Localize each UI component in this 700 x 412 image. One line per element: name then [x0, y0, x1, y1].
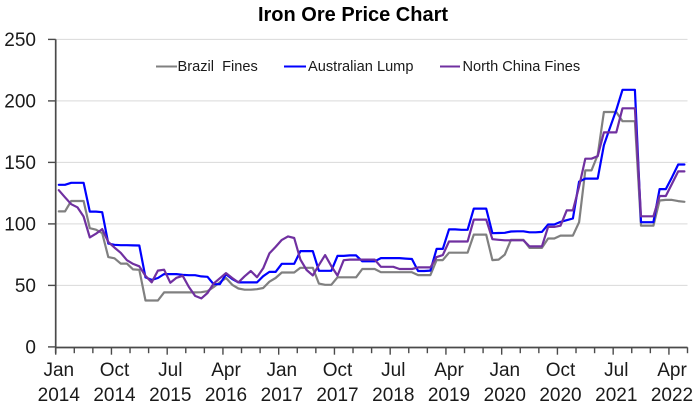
svg-text:2017: 2017 [316, 385, 358, 406]
svg-text:2014: 2014 [38, 385, 81, 406]
svg-text:Jan: Jan [489, 360, 520, 381]
svg-text:Iron Ore Price Chart: Iron Ore Price Chart [258, 4, 448, 26]
svg-text:Brazil Fines: Brazil Fines [178, 59, 258, 75]
svg-text:North China Fines: North China Fines [463, 59, 581, 75]
svg-text:Australian Lump: Australian Lump [308, 59, 413, 75]
svg-text:2019: 2019 [428, 385, 470, 406]
svg-text:2015: 2015 [149, 385, 191, 406]
svg-text:2018: 2018 [372, 385, 414, 406]
svg-text:100: 100 [4, 214, 36, 235]
svg-text:Jul: Jul [381, 360, 405, 381]
svg-text:Oct: Oct [546, 360, 576, 381]
svg-text:150: 150 [4, 153, 36, 174]
svg-text:2016: 2016 [205, 385, 247, 406]
svg-text:2020: 2020 [484, 385, 526, 406]
svg-text:2020: 2020 [539, 385, 581, 406]
svg-text:2014: 2014 [93, 385, 136, 406]
svg-text:2021: 2021 [595, 385, 637, 406]
svg-text:200: 200 [4, 91, 36, 112]
svg-text:Oct: Oct [100, 360, 130, 381]
svg-text:250: 250 [4, 30, 36, 51]
svg-text:2017: 2017 [261, 385, 303, 406]
svg-text:Jan: Jan [43, 360, 74, 381]
svg-text:Jul: Jul [604, 360, 628, 381]
svg-text:Apr: Apr [434, 360, 464, 381]
svg-text:Oct: Oct [323, 360, 353, 381]
svg-text:2022: 2022 [651, 385, 693, 406]
svg-text:Apr: Apr [657, 360, 687, 381]
svg-text:0: 0 [25, 337, 36, 358]
svg-text:Jan: Jan [266, 360, 297, 381]
svg-text:50: 50 [15, 276, 36, 297]
svg-text:Jul: Jul [158, 360, 182, 381]
svg-text:Apr: Apr [211, 360, 241, 381]
